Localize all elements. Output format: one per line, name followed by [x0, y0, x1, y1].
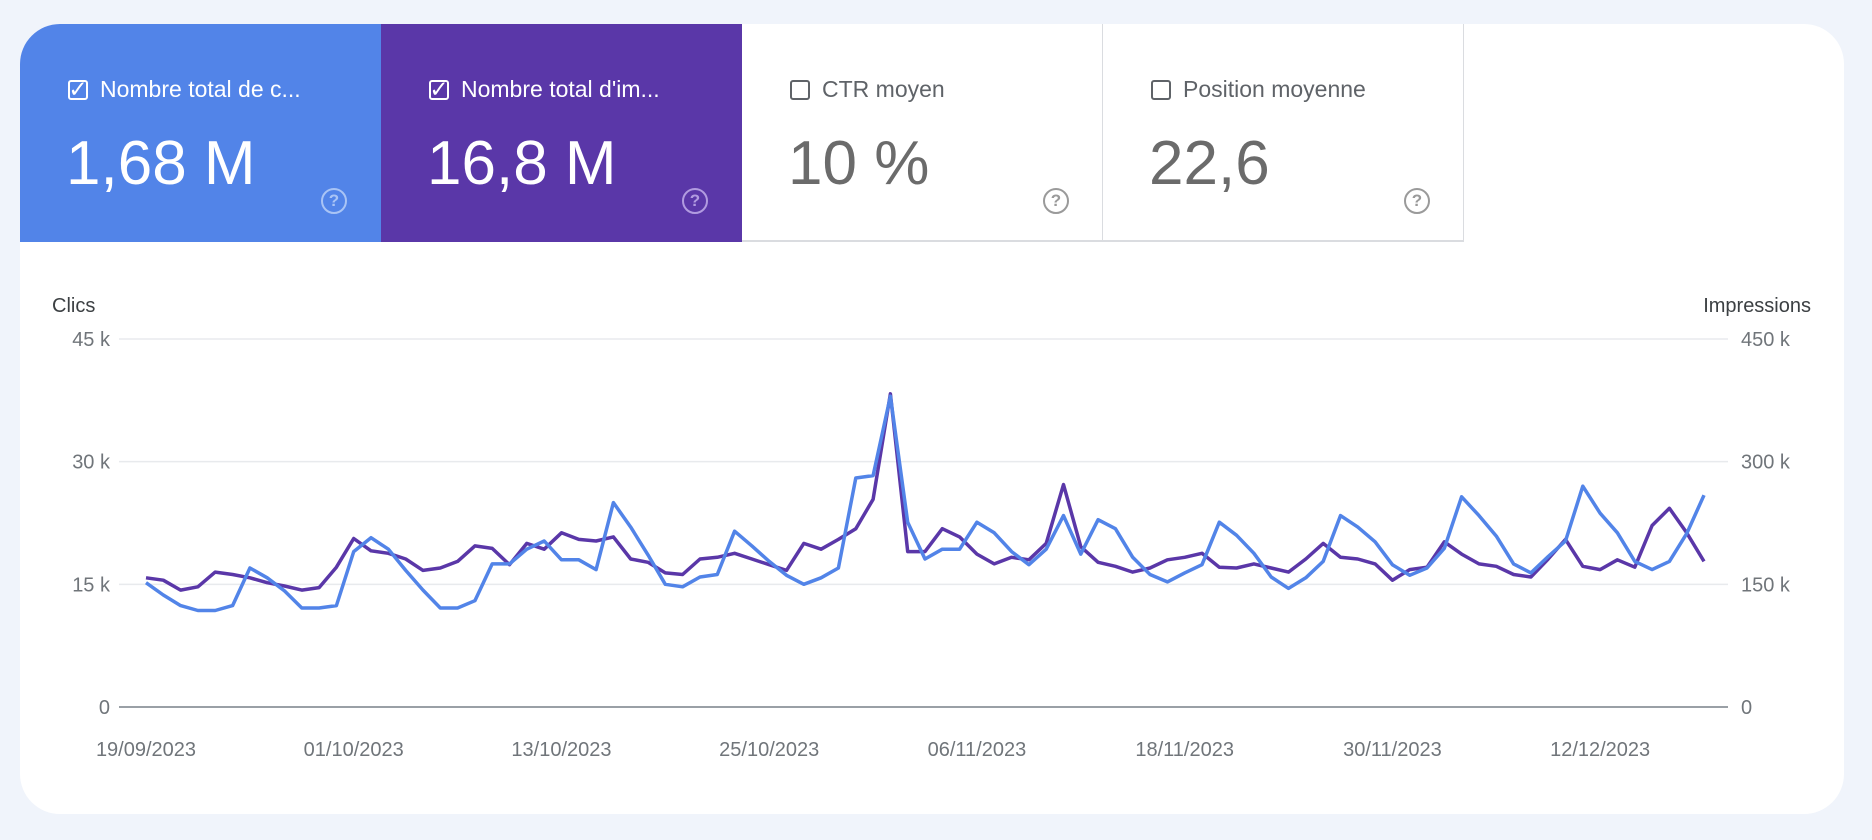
metric-tile-ctr[interactable]: CTR moyen 10 % ?	[742, 24, 1103, 242]
y-right-tick-label: 300 k	[1741, 452, 1791, 474]
metric-label: Nombre total de c...	[100, 76, 301, 102]
x-tick-label: 12/12/2023	[1550, 739, 1650, 761]
impressions-series-line	[145, 392, 1706, 592]
metric-value: 1,68 M	[66, 129, 256, 198]
help-icon[interactable]: ?	[1043, 188, 1069, 214]
y-right-tick-label: 450 k	[1741, 329, 1791, 351]
checkbox-checked-icon[interactable]: ✓	[429, 76, 449, 102]
y-left-tick-label: 45 k	[72, 329, 111, 351]
metric-label: CTR moyen	[822, 76, 945, 102]
metric-tile-impressions[interactable]: ✓ Nombre total d'im... 16,8 M ?	[381, 24, 742, 242]
performance-card: ✓ Nombre total de c... 1,68 M ? ✓ Nombre t…	[20, 24, 1844, 814]
metric-tile-clicks[interactable]: ✓ Nombre total de c... 1,68 M ?	[20, 24, 381, 242]
x-tick-label: 30/11/2023	[1343, 739, 1442, 761]
metric-label: Position moyenne	[1183, 76, 1366, 102]
x-tick-label: 18/11/2023	[1135, 739, 1234, 761]
metric-value: 22,6	[1149, 129, 1270, 198]
checkbox-unchecked-icon[interactable]	[1151, 79, 1171, 100]
metric-tiles: ✓ Nombre total de c... 1,68 M ? ✓ Nombre t…	[20, 24, 1464, 242]
x-tick-label: 25/10/2023	[719, 739, 819, 761]
checkbox-checked-icon[interactable]: ✓	[68, 76, 88, 102]
y-axis-left-title: Clics	[52, 295, 95, 317]
metric-value: 16,8 M	[427, 129, 617, 198]
x-tick-label: 13/10/2023	[511, 739, 611, 761]
checkbox-unchecked-icon[interactable]	[790, 79, 810, 100]
y-left-tick-label: 30 k	[72, 452, 111, 474]
help-icon[interactable]: ?	[1404, 188, 1430, 214]
x-tick-label: 01/10/2023	[304, 739, 404, 761]
metric-label: Nombre total d'im...	[461, 76, 660, 102]
y-right-tick-label: 0	[1741, 697, 1752, 719]
help-icon[interactable]: ?	[682, 188, 708, 214]
y-left-tick-label: 0	[99, 697, 110, 719]
help-icon[interactable]: ?	[321, 188, 347, 214]
y-left-tick-label: 15 k	[72, 574, 111, 596]
x-tick-label: 06/11/2023	[928, 739, 1027, 761]
clicks-series-line	[144, 394, 1706, 613]
metric-value: 10 %	[788, 129, 930, 198]
x-tick-label: 19/09/2023	[96, 739, 196, 761]
metric-tile-position[interactable]: Position moyenne 22,6 ?	[1103, 24, 1464, 242]
y-right-tick-label: 150 k	[1741, 574, 1791, 596]
y-axis-right-title: Impressions	[1703, 295, 1811, 317]
